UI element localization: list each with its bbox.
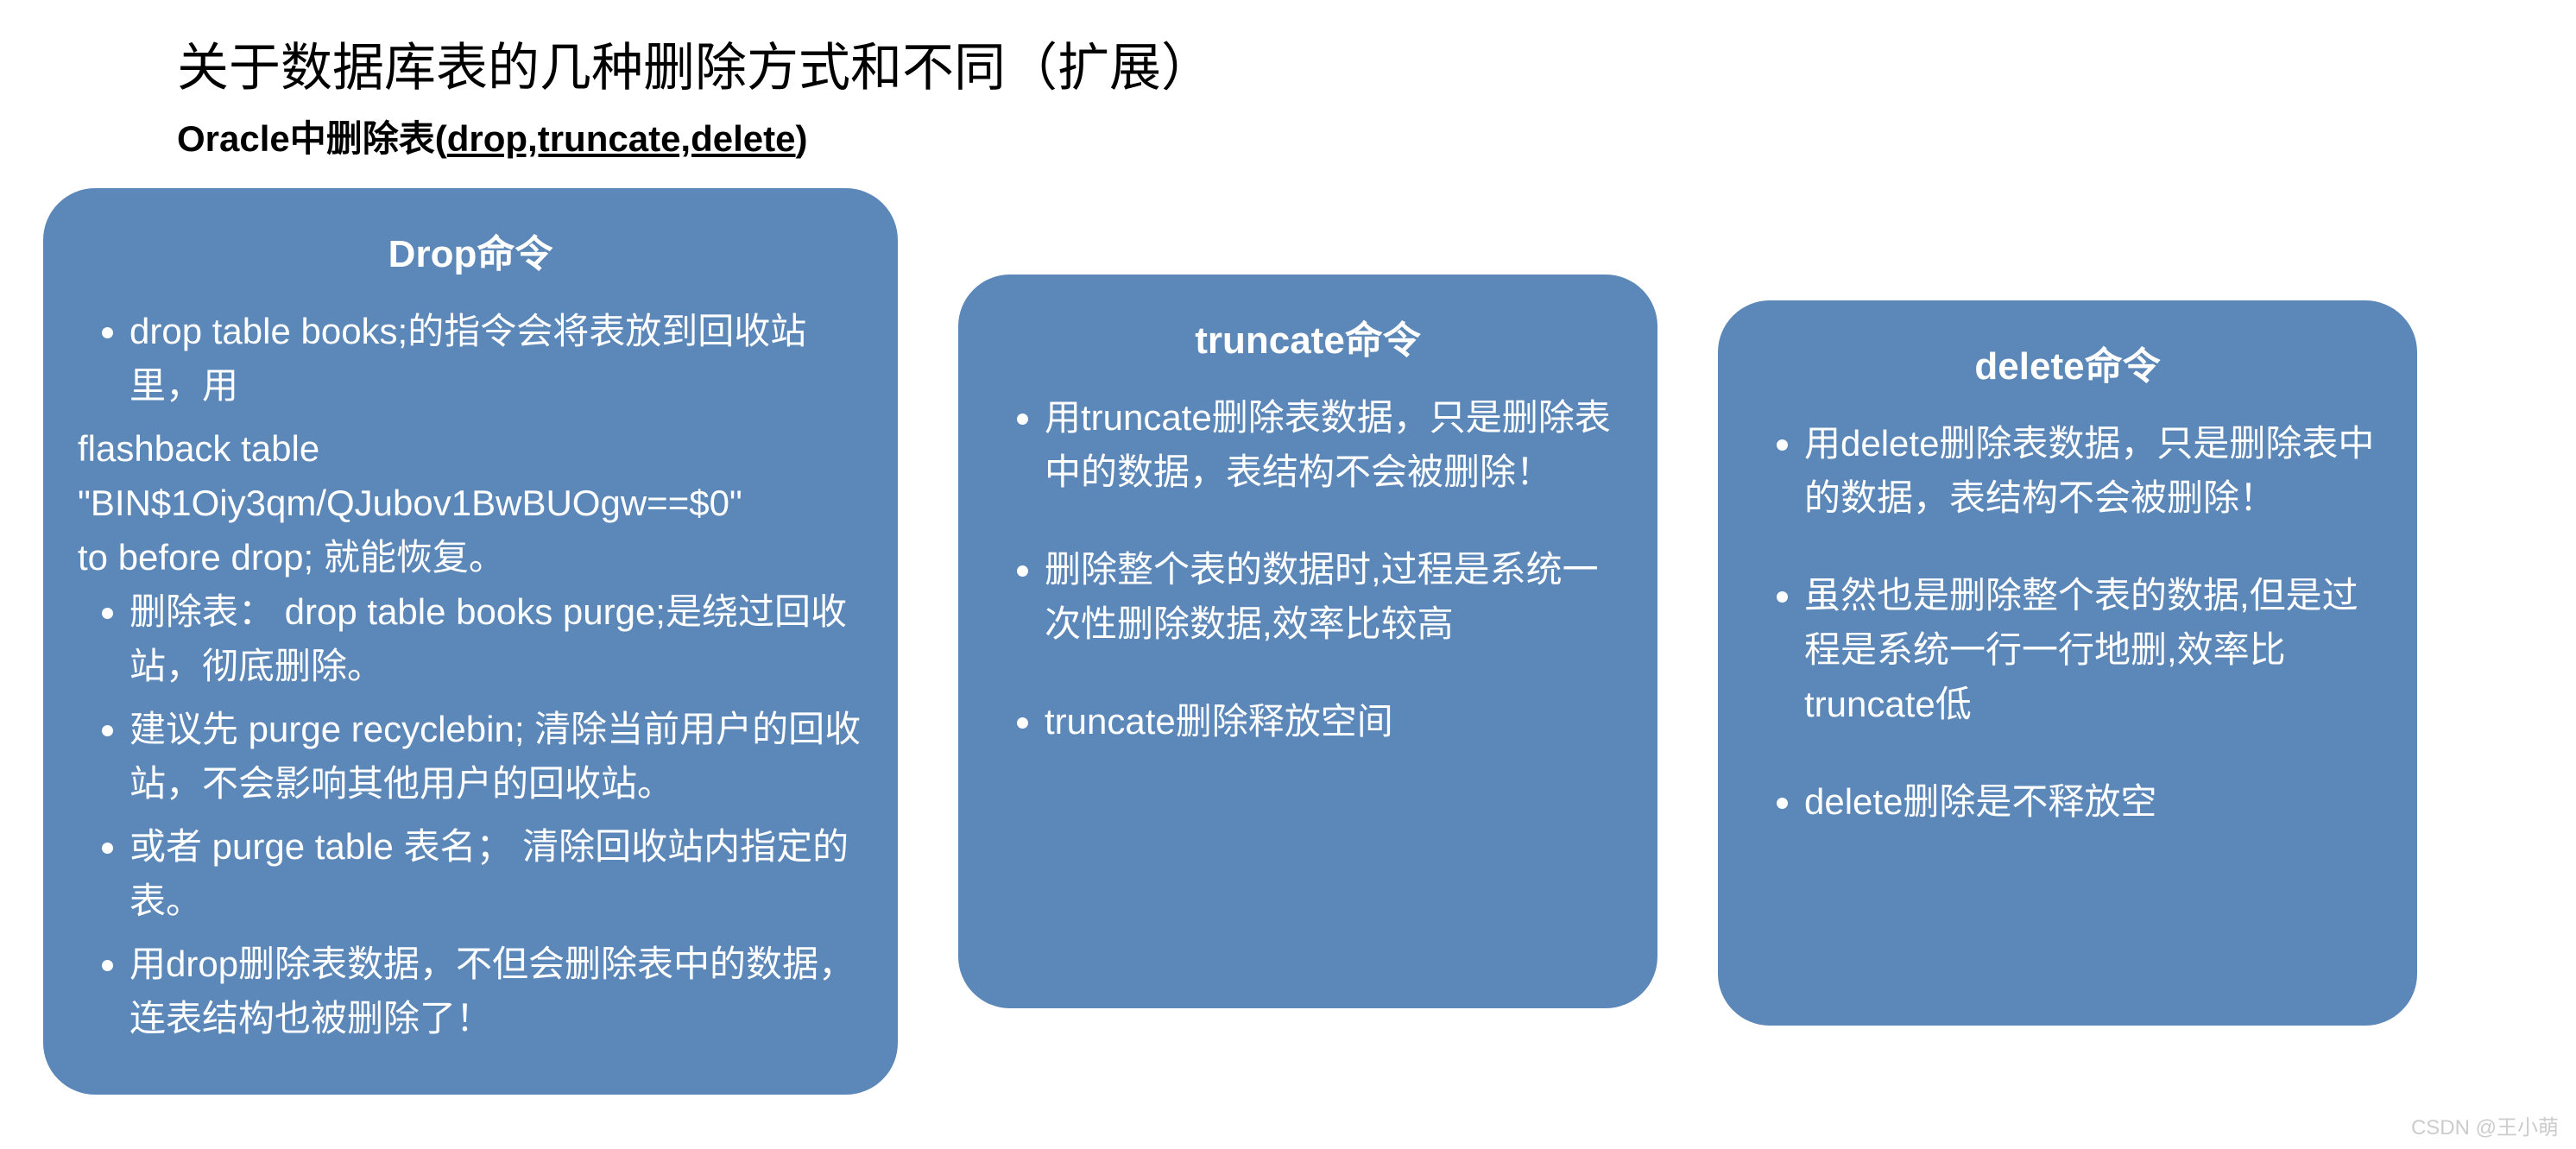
delete-list: 用delete删除表数据，只是删除表中的数据，表结构不会被删除！ 虽然也是删除整… — [1752, 416, 2383, 829]
list-item: 删除表： drop table books purge;是绕过回收站，彻底删除。 — [129, 584, 863, 693]
list-item: 用drop删除表数据，不但会删除表中的数据，连表结构也被删除了！ — [129, 937, 863, 1045]
list-item: truncate删除释放空间 — [1045, 694, 1623, 748]
cards-container: Drop命令 drop table books;的指令会将表放到回收站里，用 f… — [43, 188, 2533, 1095]
list-item: 删除整个表的数据时,过程是系统一次性删除数据,效率比较高 — [1045, 542, 1623, 651]
list-item: 用delete删除表数据，只是删除表中的数据，表结构不会被删除！ — [1804, 416, 2383, 525]
delete-card-title: delete命令 — [1752, 335, 2383, 390]
subtitle-prefix: Oracle中删除表( — [177, 118, 447, 159]
drop-plain-text: "BIN$1Oiy3qm/QJubov1BwBUOgw==$0" — [78, 476, 863, 530]
truncate-list: 用truncate删除表数据，只是删除表中的数据，表结构不会被删除！ 删除整个表… — [993, 390, 1623, 748]
main-title: 关于数据库表的几种删除方式和不同（扩展） — [177, 26, 2533, 101]
list-item: 建议先 purge recyclebin; 清除当前用户的回收站，不会影响其他用… — [129, 702, 863, 811]
subtitle-underlined: drop,truncate,delete — [447, 118, 796, 159]
delete-card: delete命令 用delete删除表数据，只是删除表中的数据，表结构不会被删除… — [1718, 300, 2417, 1026]
list-item: 或者 purge table 表名； 清除回收站内指定的表。 — [129, 819, 863, 928]
list-item: 用truncate删除表数据，只是删除表中的数据，表结构不会被删除！ — [1045, 390, 1623, 499]
list-item: drop table books;的指令会将表放到回收站里，用 — [129, 304, 863, 413]
drop-plain-text: to before drop; 就能恢复。 — [78, 530, 863, 584]
truncate-card: truncate命令 用truncate删除表数据，只是删除表中的数据，表结构不… — [958, 275, 1657, 1008]
drop-card-title: Drop命令 — [78, 223, 863, 278]
drop-plain-text: flashback table — [78, 421, 863, 476]
list-item: delete删除是不释放空 — [1804, 774, 2383, 829]
list-item: 虽然也是删除整个表的数据,但是过程是系统一行一行地删,效率比truncate低 — [1804, 568, 2383, 731]
drop-card: Drop命令 drop table books;的指令会将表放到回收站里，用 f… — [43, 188, 898, 1095]
watermark: CSDN @王小萌 — [2411, 1110, 2559, 1140]
truncate-card-title: truncate命令 — [993, 309, 1623, 364]
drop-list-2: 删除表： drop table books purge;是绕过回收站，彻底删除。… — [78, 584, 863, 1045]
drop-list-1: drop table books;的指令会将表放到回收站里，用 — [78, 304, 863, 413]
subtitle: Oracle中删除表(drop,truncate,delete) — [177, 110, 2533, 162]
subtitle-suffix: ) — [796, 118, 808, 159]
